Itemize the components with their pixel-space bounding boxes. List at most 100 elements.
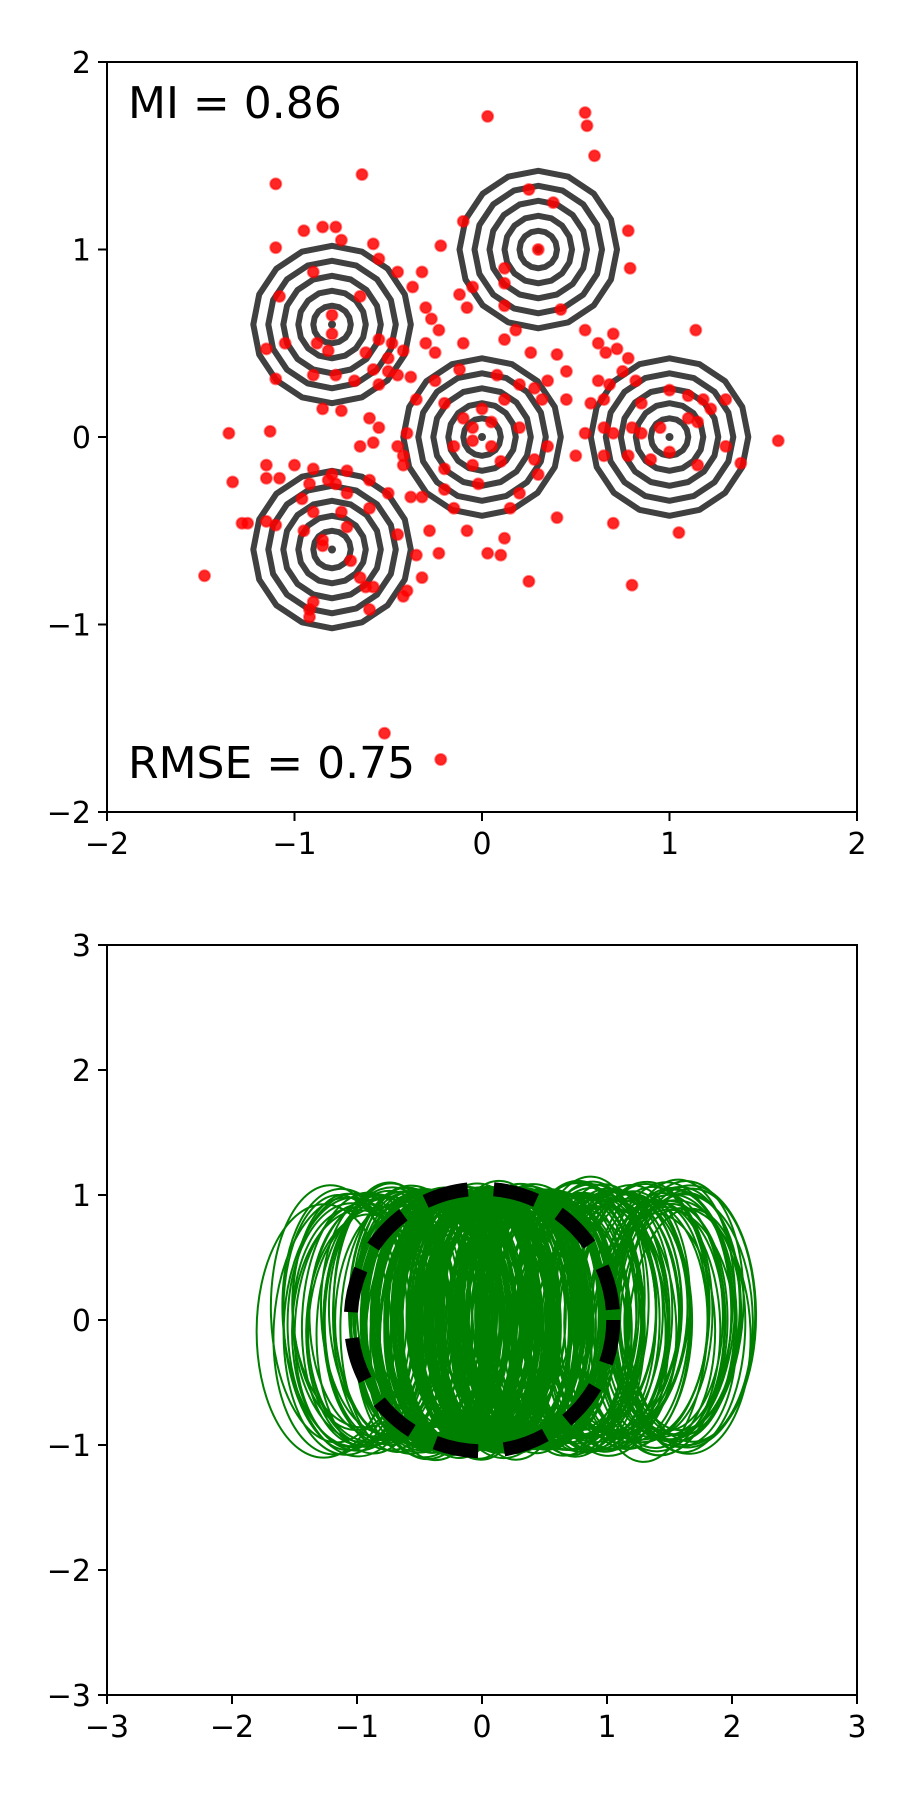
data-point [396, 344, 410, 358]
top-x-tick-label: 0 [472, 827, 491, 862]
contour-ring [310, 527, 354, 572]
data-point [278, 336, 292, 350]
data-point [423, 524, 436, 538]
data-point [363, 603, 376, 616]
data-point [606, 327, 620, 341]
bottom-x-tick-label: −3 [85, 1710, 129, 1745]
data-point [259, 471, 273, 485]
data-point [541, 374, 555, 388]
data-point [316, 402, 330, 416]
data-point [325, 308, 339, 322]
data-point [355, 168, 369, 181]
bottom-panel: −3 −2 −1 0 1 2 3 −3 −2 −1 0 1 2 3 [47, 929, 867, 1745]
data-point [329, 477, 343, 491]
data-point [597, 449, 611, 463]
bottom-y-tick-label: −3 [47, 1679, 91, 1714]
data-point [372, 252, 386, 266]
data-point [321, 344, 335, 358]
rmse-annotation: RMSE = 0.75 [128, 738, 415, 789]
data-point [432, 323, 446, 337]
bottom-y-tick-label: −2 [47, 1554, 91, 1589]
data-point [498, 276, 511, 290]
data-point [584, 396, 598, 410]
data-point [409, 548, 423, 562]
data-point [344, 554, 358, 568]
data-point [424, 312, 438, 326]
data-point [719, 393, 733, 406]
bottom-x-tick-label: 1 [597, 1710, 616, 1745]
data-point [691, 415, 705, 429]
top-x-tick-label: −1 [272, 827, 316, 862]
data-point [316, 539, 330, 553]
data-point [415, 571, 429, 585]
data-point [522, 574, 536, 588]
data-point [569, 449, 583, 463]
data-point [363, 411, 376, 425]
data-point [484, 439, 498, 453]
ellipse-outline [430, 1196, 557, 1450]
mi-annotation: MI = 0.86 [128, 78, 342, 129]
data-point [434, 239, 448, 253]
data-point [466, 458, 480, 472]
data-point [366, 237, 380, 251]
data-point [597, 393, 611, 406]
data-point [509, 323, 523, 337]
data-point [466, 421, 480, 435]
data-point [366, 436, 380, 450]
data-point [363, 501, 376, 515]
data-point [419, 336, 433, 350]
top-x-tick-label: −2 [85, 827, 129, 862]
data-point [625, 421, 639, 435]
data-point [453, 288, 466, 301]
data-point [391, 439, 405, 453]
data-point [340, 464, 354, 478]
data-point [359, 346, 373, 360]
data-point [475, 402, 489, 416]
top-x-axis: −2 −1 0 1 2 [85, 812, 867, 862]
data-point [481, 109, 495, 123]
top-panel: −2 −1 0 1 2 −2 −1 0 1 2 MI = 0.86 RMSE = 0.75 [47, 46, 867, 862]
data-point [404, 490, 418, 504]
data-point [599, 346, 613, 360]
data-point [580, 119, 594, 133]
data-point [273, 289, 286, 303]
ellipse-outline [272, 1196, 408, 1456]
bottom-y-tick-label: 1 [72, 1179, 91, 1214]
data-point [269, 177, 283, 191]
data-point [428, 346, 442, 360]
data-point [325, 327, 339, 341]
data-point [528, 453, 541, 466]
data-point [494, 454, 508, 468]
data-point [447, 501, 461, 515]
data-point [415, 490, 429, 504]
data-point [353, 571, 367, 585]
data-point [222, 426, 236, 440]
data-point [460, 524, 474, 538]
data-point [269, 372, 283, 386]
data-point [353, 439, 367, 453]
data-point [621, 224, 635, 238]
top-x-tick-label: 1 [660, 827, 679, 862]
data-point [438, 483, 451, 496]
bottom-y-tick-label: 3 [72, 929, 91, 964]
bottom-y-tick-label: −1 [47, 1429, 91, 1464]
data-point [606, 426, 620, 440]
data-point [385, 336, 399, 350]
data-point [263, 424, 277, 438]
bottom-x-tick-label: −2 [210, 1710, 254, 1745]
data-point [297, 224, 311, 238]
data-point [634, 396, 648, 410]
data-point [269, 518, 283, 532]
data-point [559, 393, 573, 406]
data-point [653, 421, 667, 435]
data-point [541, 439, 555, 453]
data-point [634, 426, 648, 440]
data-point [310, 336, 324, 350]
data-point [297, 524, 311, 538]
data-point [498, 261, 511, 275]
data-point [629, 374, 643, 388]
data-point [603, 378, 616, 391]
bottom-y-tick-label: 0 [72, 1304, 91, 1339]
data-point [691, 458, 705, 472]
contour-ring [516, 227, 560, 272]
